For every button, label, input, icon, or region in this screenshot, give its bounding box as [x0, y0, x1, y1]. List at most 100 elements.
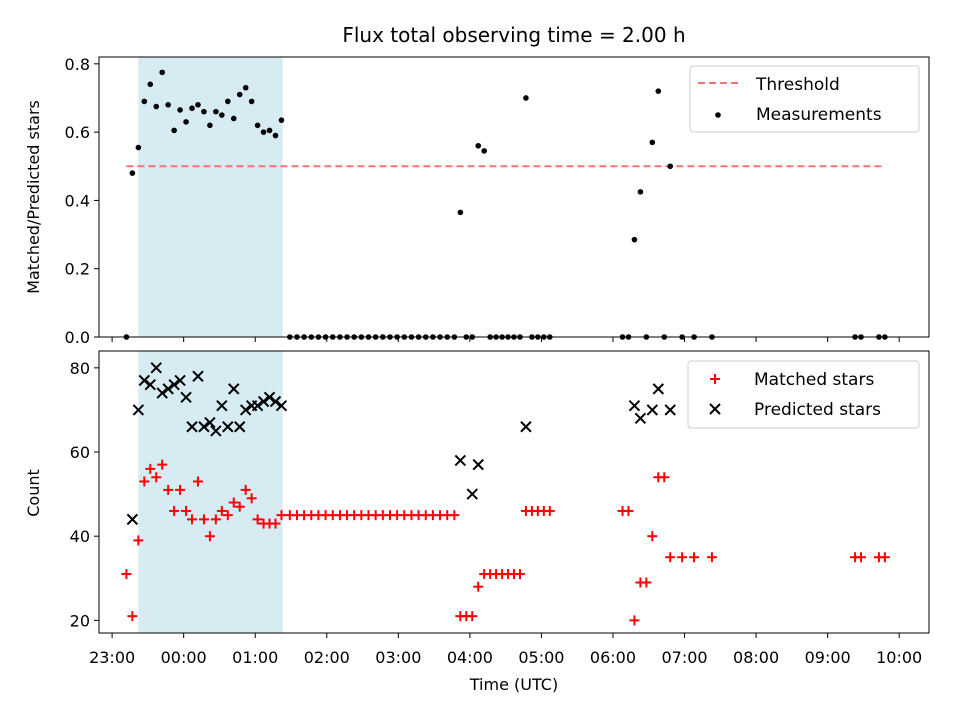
- matched-star-marker: [127, 611, 138, 622]
- y-tick-label: 0.6: [65, 123, 90, 142]
- x-tick-label: 09:00: [805, 648, 851, 667]
- predicted-star-marker: [174, 374, 186, 387]
- measurement-point: [177, 107, 183, 113]
- ratio-panel: 0.00.20.40.60.8 Matched/Predicted stars …: [24, 55, 930, 347]
- matched-star-marker: [629, 615, 640, 626]
- count-plot-frame: [98, 350, 930, 634]
- y-tick-label: 0.4: [65, 191, 90, 210]
- matched-stars-legend-swatch: [710, 374, 720, 384]
- measurement-point: [523, 95, 529, 101]
- count-x-axis-label: Time (UTC): [469, 675, 558, 694]
- measurement-point: [254, 122, 261, 129]
- predicted-star-marker: [138, 374, 151, 387]
- predicted-star-marker: [263, 391, 276, 404]
- predicted-star-marker: [646, 404, 659, 416]
- matched-star-marker: [706, 552, 717, 563]
- predicted-star-marker: [251, 400, 264, 412]
- predicted-star-marker: [520, 421, 532, 433]
- measurement-point: [165, 102, 171, 108]
- y-tick-label: 60: [70, 443, 90, 462]
- measurement-point: [260, 129, 267, 135]
- y-tick-label: 0.0: [65, 328, 90, 347]
- predicted-star-marker: [664, 404, 676, 416]
- measurement-point: [195, 102, 201, 108]
- matched-star-marker: [151, 472, 162, 483]
- x-tick-label: 05:00: [518, 648, 564, 667]
- predicted-star-marker: [275, 400, 288, 412]
- predicted-star-marker: [228, 383, 240, 395]
- observing-window-band: [138, 57, 283, 337]
- measurement-point: [129, 170, 136, 176]
- predicted-star-marker: [168, 378, 180, 391]
- observing-window-span-bottom: [138, 351, 283, 633]
- measurement-point: [248, 98, 255, 105]
- predicted-star-marker: [150, 362, 162, 374]
- matched-star-marker: [276, 510, 287, 521]
- measurement-point: [457, 209, 464, 216]
- predicted-star-marker: [466, 488, 478, 500]
- measurement-point: [667, 163, 674, 170]
- matched-stars-legend-label: Matched stars: [754, 370, 874, 390]
- measurements-legend-label: Measurements: [756, 105, 882, 125]
- predicted-star-marker: [454, 454, 467, 467]
- measurement-point: [637, 189, 644, 195]
- y-tick-label: 0.8: [65, 55, 90, 74]
- matched-star-marker: [449, 510, 460, 521]
- count-legend-box: [687, 360, 920, 429]
- predicted-star-marker: [126, 513, 139, 526]
- measurement-point: [242, 84, 249, 91]
- count-legend: Matched stars Predicted stars: [687, 360, 920, 429]
- predicted-star-marker: [652, 383, 665, 395]
- predicted-star-marker: [210, 425, 222, 437]
- predicted-stars-legend-swatch: [709, 403, 721, 415]
- matched-star-marker: [467, 611, 478, 622]
- x-tick-label: 01:00: [232, 648, 278, 667]
- x-tick-label: 23:00: [89, 648, 135, 667]
- measurement-point: [201, 108, 207, 115]
- measurement-point: [207, 122, 213, 129]
- matched-star-marker: [544, 505, 555, 516]
- matched-star-marker: [240, 484, 251, 495]
- measurement-point: [475, 142, 482, 149]
- measurement-point: [171, 127, 177, 134]
- measurement-point: [135, 144, 142, 151]
- count-x-axis-ticks: 23:00 00:00 01:00 02:00 03:00 04:00 05:00 06:00…: [89, 633, 922, 667]
- predicted-star-marker: [234, 421, 246, 433]
- measurement-point: [266, 127, 273, 134]
- predicted-star-marker: [634, 412, 647, 425]
- matched-star-marker: [647, 531, 658, 542]
- matched-star-marker: [689, 552, 700, 563]
- predicted-star-marker: [239, 404, 252, 416]
- matched-star-marker: [187, 514, 198, 525]
- predicted-stars-legend-label: Predicted stars: [754, 400, 881, 420]
- x-tick-label: 00:00: [161, 648, 207, 667]
- observing-window-band: [138, 351, 283, 633]
- matched-star-marker: [210, 514, 221, 525]
- observing-window-span-top: [138, 57, 283, 337]
- ratio-y-axis-label: Matched/Predicted stars: [24, 100, 43, 294]
- measurement-point: [219, 112, 225, 118]
- measurements-legend-swatch: [715, 112, 721, 118]
- measurement-point: [213, 108, 219, 115]
- matched-star-marker: [659, 472, 670, 483]
- measurement-point: [631, 236, 638, 243]
- chart-title: Flux total observing time = 2.00 h: [342, 23, 685, 47]
- matched-star-marker: [145, 463, 156, 474]
- matched-star-marker: [514, 569, 525, 580]
- y-tick-label: 20: [70, 611, 90, 630]
- matched-star-marker: [246, 493, 257, 504]
- ratio-legend: Threshold Measurements: [689, 65, 920, 133]
- matched-star-marker: [216, 505, 227, 516]
- count-marks: [121, 362, 890, 626]
- x-tick-label: 10:00: [876, 648, 922, 667]
- predicted-star-marker: [162, 383, 174, 395]
- measurement-point: [278, 117, 285, 123]
- matched-star-marker: [234, 501, 245, 512]
- predicted-star-marker: [628, 400, 641, 412]
- ratio-plot-frame: [98, 56, 930, 338]
- matched-star-marker: [133, 535, 144, 546]
- matched-star-marker: [192, 476, 203, 487]
- matched-star-marker: [879, 552, 890, 563]
- matched-star-marker: [204, 531, 215, 542]
